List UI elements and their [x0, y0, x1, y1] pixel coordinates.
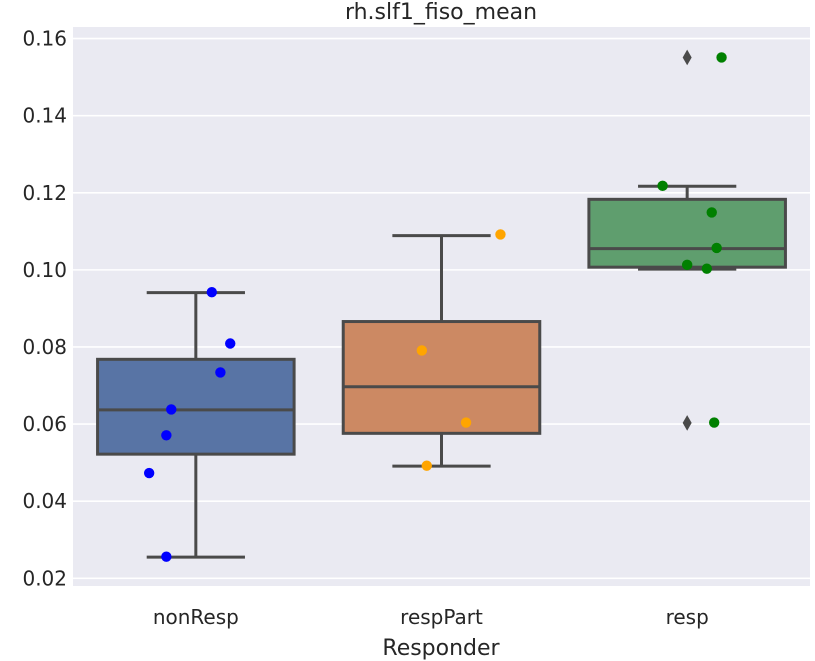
data-point: [460, 417, 472, 428]
y-tick-label: 0.10: [22, 258, 67, 282]
y-axis-ticks: 0.02 0.04 0.06 0.08 0.10 0.12 0.14 0.16: [22, 27, 67, 591]
y-tick-label: 0.16: [22, 27, 67, 51]
y-tick-label: 0.02: [22, 566, 67, 590]
data-point: [215, 367, 226, 378]
box-respPart: [341, 320, 542, 435]
x-tick-label: nonResp: [153, 605, 239, 629]
outlier-marker: [682, 49, 692, 66]
data-point: [706, 207, 717, 218]
y-tick-label: 0.12: [22, 181, 67, 205]
data-point: [206, 287, 218, 298]
box-nonResp: [96, 357, 296, 456]
data-point: [681, 259, 693, 271]
x-tick-label: respPart: [400, 605, 483, 629]
x-tick-label: resp: [666, 605, 709, 629]
data-point: [416, 345, 428, 356]
box-resp: [587, 197, 787, 269]
y-tick-label: 0.06: [22, 412, 67, 436]
data-point: [161, 430, 172, 441]
data-point: [225, 338, 236, 349]
x-axis-ticks: nonResp respPart resp: [153, 605, 709, 629]
data-point: [421, 460, 432, 471]
data-point: [716, 52, 727, 63]
data-point: [657, 180, 668, 192]
x-axis-title: Responder: [382, 636, 500, 661]
y-tick-label: 0.04: [22, 489, 67, 513]
data-point: [166, 404, 177, 415]
data-point: [495, 229, 506, 240]
y-tick-label: 0.08: [22, 335, 67, 359]
data-point: [701, 263, 713, 274]
chart-title: rh.slf1_fiso_mean: [345, 0, 537, 25]
data-point: [708, 417, 720, 428]
data-point: [711, 242, 722, 254]
data-point: [143, 467, 155, 479]
strip-points: [143, 52, 727, 562]
y-tick-label: 0.14: [22, 104, 67, 128]
outlier-marker: [682, 415, 692, 431]
data-point: [161, 551, 172, 562]
